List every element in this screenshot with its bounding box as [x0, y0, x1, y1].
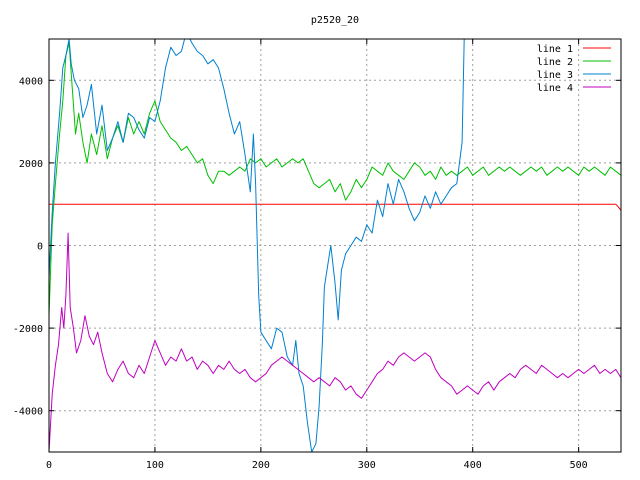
- legend-label-1: line 1: [537, 44, 573, 55]
- legend: line 1 line 2 line 3 line 4: [537, 44, 611, 94]
- x-tick-label: 400: [464, 460, 482, 471]
- x-tick-label: 300: [358, 460, 376, 471]
- y-tick-label: 0: [37, 242, 43, 253]
- series-line-2: [49, 42, 621, 316]
- y-tick-label: 4000: [19, 76, 43, 87]
- chart-title: p2520_20: [311, 15, 359, 26]
- series-lines: [49, 39, 621, 452]
- legend-label-3: line 3: [537, 70, 573, 81]
- grid: [49, 39, 621, 452]
- x-tick-label: 0: [46, 460, 52, 471]
- y-tick-label: -4000: [13, 407, 43, 418]
- y-tick-label: -2000: [13, 324, 43, 335]
- x-tick-label: 200: [252, 460, 270, 471]
- series-line-4: [49, 232, 621, 452]
- y-tick-label: 2000: [19, 159, 43, 170]
- legend-label-2: line 2: [537, 57, 573, 68]
- axes: 0 100 200 300 400 500 -4000 -2000 0 2000 4000: [13, 39, 621, 471]
- legend-label-4: line 4: [537, 83, 573, 94]
- x-tick-label: 100: [146, 460, 164, 471]
- series-line-3: [49, 39, 465, 452]
- x-tick-label: 500: [570, 460, 588, 471]
- series-line-1: [49, 203, 621, 211]
